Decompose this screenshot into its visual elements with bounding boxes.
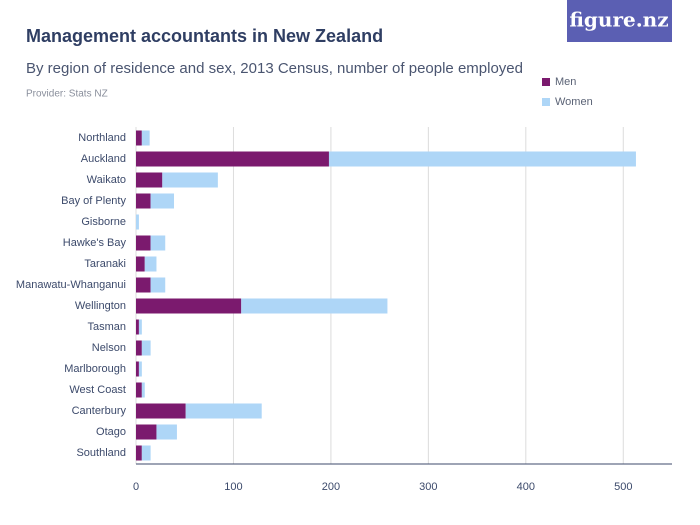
x-tick-label: 0	[133, 481, 139, 493]
bar-segment	[162, 172, 218, 188]
bar-segment	[136, 319, 139, 335]
logo: figure.nz	[569, 8, 668, 32]
x-tick-label: 500	[614, 481, 632, 493]
provider: Provider: Stats NZ	[26, 89, 108, 100]
bar-segment	[328, 151, 636, 167]
y-tick-label: Canterbury	[72, 405, 127, 417]
y-tick-label: Gisborne	[81, 216, 126, 228]
bar-segment	[136, 130, 142, 146]
bar-segment	[141, 340, 151, 356]
logo-box	[567, 0, 672, 42]
bar-segment	[136, 445, 142, 461]
y-tick-label: Waikato	[87, 174, 126, 186]
bar-segment	[138, 319, 142, 335]
bar-segment	[150, 235, 166, 251]
bar-segment	[144, 256, 157, 272]
legend-label: Men	[555, 76, 576, 88]
bar-segment	[241, 298, 388, 314]
y-tick-label: Bay of Plenty	[61, 195, 126, 207]
bar-segment	[138, 361, 142, 377]
bar-segment	[150, 193, 175, 209]
x-tick-label: 200	[322, 481, 340, 493]
bar-segment	[141, 130, 150, 146]
bar-segment	[136, 403, 186, 419]
y-tick-label: Tasman	[87, 321, 126, 333]
bar-segment	[136, 298, 242, 314]
bar-segment	[136, 277, 151, 293]
y-tick-label: Hawke's Bay	[63, 237, 127, 249]
bar-segment	[136, 172, 163, 188]
bar-segment	[185, 403, 262, 419]
x-tick-label: 400	[517, 481, 535, 493]
x-tick-label: 300	[419, 481, 437, 493]
bar-segment	[141, 445, 151, 461]
chart-subtitle: By region of residence and sex, 2013 Cen…	[26, 60, 523, 77]
y-tick-label: West Coast	[69, 384, 126, 396]
bar-segment	[136, 382, 142, 398]
bar-segment	[136, 193, 151, 209]
y-tick-label: Northland	[78, 132, 126, 144]
y-tick-label: Otago	[96, 426, 126, 438]
y-tick-label: Auckland	[81, 153, 126, 165]
bar-segment	[141, 382, 145, 398]
y-tick-label: Manawatu-Whanganui	[16, 279, 126, 291]
chart-title: Management accountants in New Zealand	[26, 26, 383, 46]
bar-segment	[136, 424, 157, 440]
bar-segment	[150, 277, 166, 293]
bar-segment	[136, 256, 145, 272]
bar-segment	[136, 235, 151, 251]
y-tick-label: Southland	[76, 447, 126, 459]
bar-segment	[136, 151, 329, 167]
bar-segment	[136, 361, 139, 377]
y-tick-label: Wellington	[75, 300, 126, 312]
y-tick-label: Taranaki	[84, 258, 126, 270]
bar-segment	[156, 424, 177, 440]
bar-segment	[136, 340, 142, 356]
legend-swatch	[542, 78, 550, 86]
legend-swatch	[542, 98, 550, 106]
y-tick-label: Nelson	[92, 342, 126, 354]
bar-segment	[136, 214, 139, 230]
y-tick-label: Marlborough	[64, 363, 126, 375]
x-tick-label: 100	[224, 481, 242, 493]
legend-label: Women	[555, 96, 593, 108]
